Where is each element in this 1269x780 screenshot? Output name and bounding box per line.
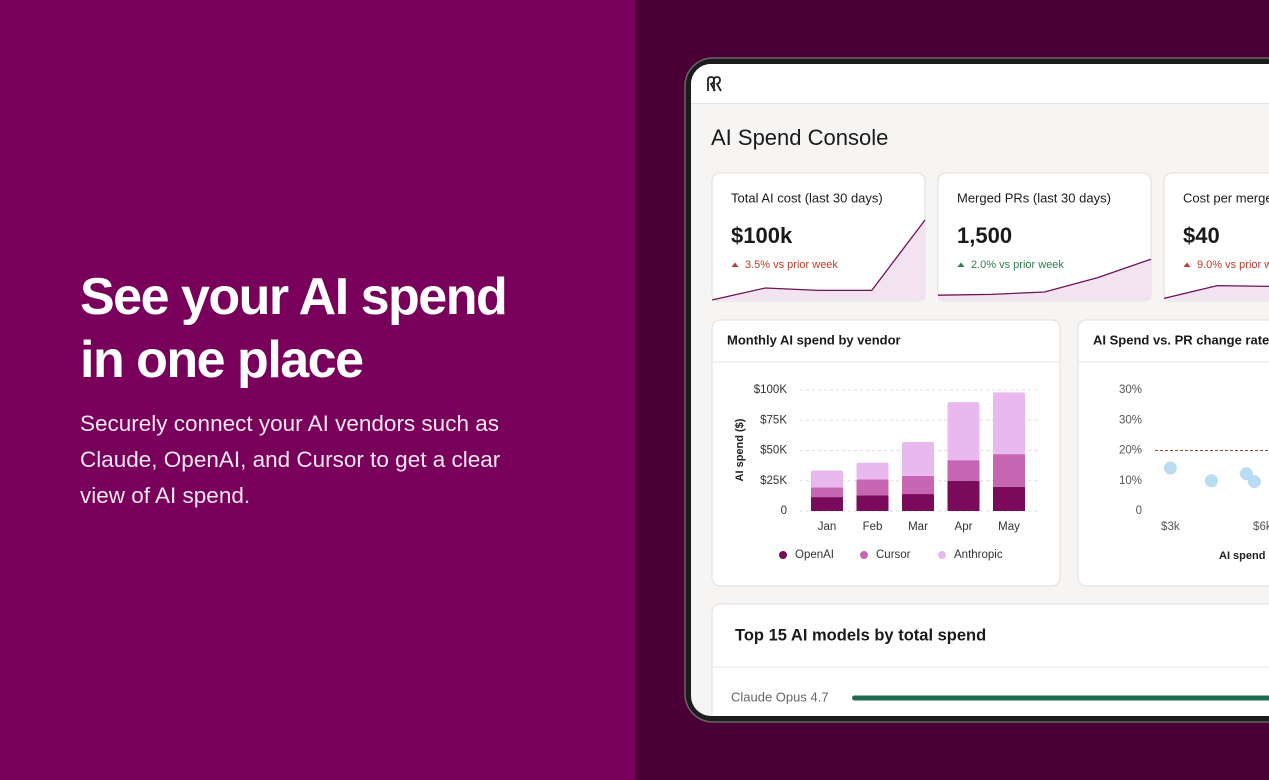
bar-segment (947, 480, 980, 511)
y-tick-label: 30% (1119, 414, 1142, 426)
sparkline-area (938, 259, 1151, 300)
bar-segment (856, 495, 889, 511)
y-tick-label: 20% (1119, 445, 1142, 457)
card (711, 603, 1269, 716)
bar-segment (902, 475, 934, 495)
bar-segment (856, 462, 889, 480)
row-label: Claude Opus 4.7 (731, 689, 829, 704)
x-tick-label: Mar (908, 521, 928, 533)
card (711, 319, 1061, 587)
chart-title: Monthly AI spend by vendor (727, 332, 901, 347)
sparkline (711, 219, 926, 301)
x-tick-label: Jan (818, 521, 837, 533)
y-tick-label: $50K (760, 445, 787, 457)
point (1247, 475, 1261, 489)
y-tick-label: 10% (1119, 475, 1142, 487)
y-tick-label: $25K (760, 475, 787, 487)
kpi-arrow (1183, 262, 1191, 267)
y-tick-label: 0 (781, 505, 787, 517)
x-tick-label: $6k (1253, 521, 1269, 533)
card (1077, 319, 1269, 587)
card (1163, 172, 1269, 302)
y-tick-label: 30% (1119, 384, 1142, 396)
kpi-change: 9.0% vs prior week (1197, 259, 1269, 271)
bar-segment (811, 487, 843, 498)
bar-segment (947, 402, 980, 461)
x-tick-label: May (998, 521, 1020, 533)
y-tick-label: $75K (760, 414, 787, 426)
bar-segment (811, 497, 843, 511)
kpi-arrow (957, 262, 965, 267)
legend-label: OpenAI (795, 549, 834, 561)
logo (707, 76, 722, 92)
x-tick-label: Apr (955, 521, 973, 533)
x-axis-label: AI spend ($) (1219, 550, 1269, 562)
kpi-change: 3.5% vs prior week (745, 259, 838, 271)
bar-segment (993, 454, 1025, 487)
sparkline (1163, 251, 1269, 300)
bar-segment (856, 479, 889, 496)
legend-label: Anthropic (954, 549, 1003, 561)
kpi-value: $100k (731, 223, 793, 248)
legend-swatch (860, 551, 868, 559)
bar-segment (947, 460, 980, 481)
y-axis-label: AI spend ($) (734, 418, 746, 481)
x-tick-label: $3k (1161, 521, 1180, 533)
sparkline-area (1164, 252, 1269, 300)
screen: AI Spend Console Total AI cost (last 30 … (691, 64, 1269, 716)
point (1239, 467, 1253, 481)
card (937, 172, 1152, 302)
kpi-label: Merged PRs (last 30 days) (957, 190, 1111, 205)
legend-swatch (938, 551, 946, 559)
chart-title: AI Spend vs. PR change rate (1093, 332, 1269, 347)
kpi-label: Cost per merged PR (1183, 190, 1269, 205)
console-title: AI Spend Console (711, 125, 888, 150)
y-tick-label: 0 (1136, 505, 1142, 517)
kpi-value: $40 (1183, 223, 1220, 248)
kpi-label: Total AI cost (last 30 days) (731, 190, 883, 205)
kpi-value: 1,500 (957, 223, 1012, 248)
bar-segment (993, 486, 1025, 511)
legend-label: Cursor (876, 549, 911, 561)
hero-panel (0, 0, 635, 780)
row-bar (852, 695, 1269, 701)
bar-segment (902, 442, 934, 476)
legend-swatch (779, 551, 787, 559)
bar-segment (993, 392, 1025, 455)
sparkline (937, 258, 1152, 296)
point (1204, 474, 1218, 488)
bar-segment (811, 470, 843, 488)
hero-body: Securely connect your AI vendors such as… (80, 411, 501, 508)
bar-segment (902, 494, 934, 511)
hero-title: See your AI spend in one place (80, 268, 508, 389)
kpi-arrow (731, 262, 739, 267)
point (1163, 461, 1177, 475)
top-bar (691, 64, 1269, 103)
sparkline-area (712, 220, 925, 300)
y-tick-label: $100K (754, 384, 788, 396)
x-tick-label: Feb (863, 521, 883, 533)
table-title: Top 15 AI models by total spend (735, 626, 986, 644)
kpi-change: 2.0% vs prior week (971, 259, 1064, 271)
